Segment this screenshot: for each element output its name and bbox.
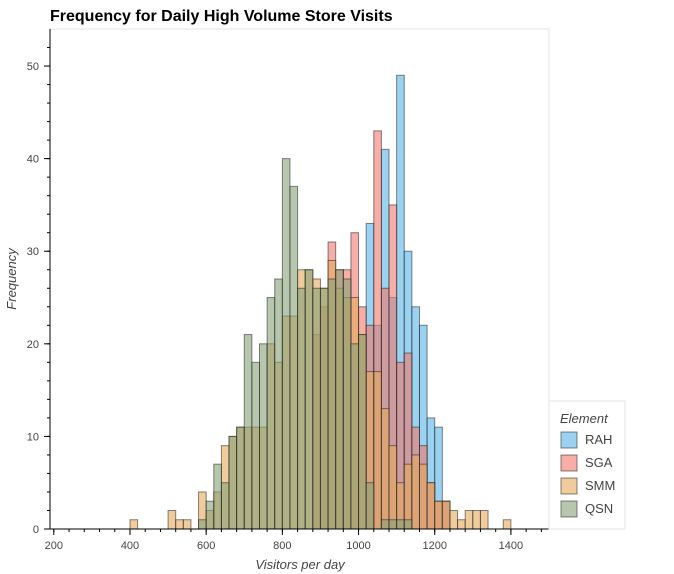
x-tick-label: 1200	[422, 540, 446, 552]
legend-label: QSN	[585, 501, 613, 516]
bar-qsn-760	[266, 297, 276, 530]
chart-title: Frequency for Daily High Volume Store Vi…	[50, 8, 393, 25]
bar-smm-1160	[418, 463, 428, 530]
x-tick-label: 600	[197, 540, 215, 552]
bars-layer	[129, 74, 512, 530]
legend: Element RAH SGA SMM QSN	[548, 400, 626, 530]
bar-qsn-1080	[388, 519, 398, 530]
bar-smm-1220	[441, 500, 451, 530]
bar-qsn-860	[304, 269, 314, 530]
bar-smm-1140	[411, 454, 420, 530]
bar-qsn-1020	[365, 482, 375, 530]
x-tick-label: 1400	[499, 540, 523, 552]
y-tick-label: 0	[33, 524, 39, 536]
y-tick-label: 10	[27, 431, 39, 443]
bar-smm-400	[129, 519, 139, 530]
bar-smm-1300	[472, 509, 481, 530]
bar-qsn-620	[213, 463, 222, 530]
bar-qsn-840	[297, 287, 306, 530]
bar-qsn-940	[335, 269, 344, 530]
bar-qsn-680	[236, 426, 245, 530]
bar-smm-1260	[457, 519, 466, 530]
bar-smm-500	[167, 509, 177, 530]
bar-qsn-600	[205, 500, 215, 530]
legend-swatch	[560, 477, 578, 495]
bar-smm-1320	[479, 509, 489, 530]
bar-qsn-1100	[396, 519, 405, 530]
legend-item-qsn: QSN	[560, 500, 613, 518]
bar-qsn-920	[327, 278, 337, 530]
x-tick-label: 400	[121, 540, 139, 552]
bar-qsn-880	[312, 287, 321, 530]
bar-smm-1280	[464, 509, 474, 530]
y-tick-label: 30	[27, 246, 39, 258]
bar-qsn-720	[251, 361, 261, 530]
bar-qsn-700	[243, 334, 253, 530]
bar-qsn-820	[289, 185, 299, 530]
legend-label: SGA	[585, 455, 613, 470]
y-tick-label: 20	[27, 339, 39, 351]
bar-smm-1180	[426, 482, 436, 530]
bar-qsn-660	[228, 435, 238, 530]
bar-qsn-640	[220, 482, 230, 530]
bar-qsn-980	[350, 343, 360, 530]
bar-smm-1080	[388, 445, 398, 530]
x-tick-label: 1000	[346, 540, 370, 552]
legend-item-smm: SMM	[560, 477, 615, 495]
bar-smm-540	[182, 519, 192, 530]
legend-label: RAH	[585, 432, 612, 447]
axes-layer: 200 400 600 800 1000 1200 1400 0 10 20 30 40 50	[27, 29, 549, 552]
legend-swatch	[560, 500, 578, 518]
y-tick-label: 50	[27, 61, 39, 73]
bar-qsn-960	[342, 278, 352, 530]
x-tick-label: 200	[45, 540, 63, 552]
bar-qsn-1060	[380, 519, 390, 530]
legend-label: SMM	[585, 478, 615, 493]
legend-swatch	[560, 454, 578, 472]
legend-item-sga: SGA	[560, 454, 613, 472]
bar-smm-520	[175, 519, 184, 530]
bar-smm-1040	[373, 371, 382, 530]
bar-smm-1240	[449, 509, 459, 530]
bar-smm-1200	[434, 500, 443, 530]
bar-qsn-1000	[358, 334, 367, 530]
y-axis-title: Frequency	[4, 247, 19, 310]
y-tick-label: 40	[27, 154, 39, 166]
bar-smm-1380	[502, 519, 512, 530]
bar-qsn-740	[259, 343, 268, 530]
bar-qsn-580	[198, 519, 207, 530]
legend-swatch	[560, 431, 578, 449]
legend-item-rah: RAH	[560, 431, 612, 449]
legend-title: Element	[560, 411, 609, 426]
x-tick-label: 800	[273, 540, 291, 552]
bar-qsn-1120	[403, 519, 413, 530]
bar-qsn-800	[281, 158, 291, 530]
bar-qsn-780	[274, 278, 283, 530]
series-qsn	[198, 158, 413, 530]
bar-qsn-900	[319, 287, 329, 530]
x-axis-title: Visitors per day	[255, 557, 346, 572]
bar-smm-1060	[380, 408, 390, 530]
